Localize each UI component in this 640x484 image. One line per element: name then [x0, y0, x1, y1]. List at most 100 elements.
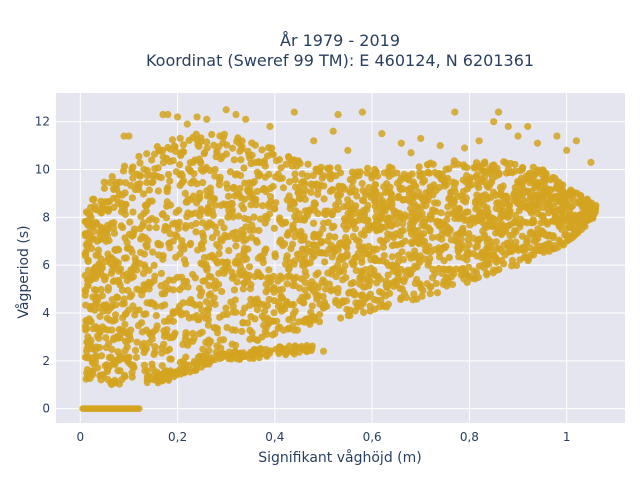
scatter-point: [337, 266, 345, 274]
scatter-point: [304, 160, 312, 168]
scatter-point: [240, 244, 249, 252]
scatter-point: [352, 266, 360, 275]
scatter-point: [357, 230, 366, 238]
scatter-point: [259, 202, 267, 210]
scatter-point: [392, 230, 400, 238]
scatter-point: [120, 162, 129, 170]
scatter-point: [192, 219, 200, 228]
scatter-point-outlier: [407, 149, 415, 157]
scatter-point: [363, 205, 371, 214]
scatter-point: [82, 301, 90, 309]
scatter-point: [173, 308, 181, 316]
scatter-point: [381, 207, 389, 215]
scatter-point: [262, 188, 270, 196]
scatter-point: [496, 214, 504, 222]
scatter-point: [492, 238, 500, 246]
scatter-point: [195, 284, 204, 293]
scatter-point: [388, 253, 396, 261]
scatter-point: [271, 205, 279, 213]
scatter-point: [111, 262, 119, 270]
scatter-point: [429, 206, 437, 214]
scatter-point: [189, 329, 197, 338]
scatter-point: [208, 130, 216, 139]
scatter-point: [116, 326, 125, 334]
scatter-point-outlier: [553, 132, 561, 140]
scatter-point: [357, 291, 365, 300]
scatter-point: [275, 155, 284, 164]
scatter-point: [478, 248, 486, 256]
scatter-point: [541, 169, 550, 177]
scatter-point: [397, 294, 405, 302]
scatter-point-outlier: [125, 132, 133, 140]
scatter-point-outlier: [164, 110, 172, 119]
scatter-point: [290, 350, 298, 358]
scatter-point: [241, 214, 249, 222]
scatter-points: [79, 106, 600, 413]
scatter-point: [523, 204, 531, 212]
scatter-point: [413, 238, 421, 246]
scatter-point: [500, 158, 508, 166]
y-axis-title: Vågperiod (s): [15, 225, 32, 318]
scatter-point-outlier: [451, 108, 459, 116]
scatter-point: [229, 272, 238, 281]
scatter-point: [277, 164, 285, 172]
scatter-point: [176, 161, 184, 169]
scatter-point: [416, 280, 424, 288]
scatter-point: [439, 280, 447, 288]
scatter-point: [462, 269, 470, 278]
scatter-point: [428, 233, 437, 242]
scatter-point: [313, 241, 321, 249]
scatter-point: [296, 195, 304, 203]
scatter-point: [441, 182, 449, 190]
scatter-point: [367, 193, 375, 201]
scatter-point: [432, 186, 440, 195]
scatter-point-outlier: [329, 127, 337, 135]
scatter-point-outlier: [558, 240, 566, 248]
scatter-point: [265, 200, 273, 208]
scatter-point: [151, 343, 159, 351]
scatter-point: [228, 144, 237, 152]
scatter-point: [137, 235, 145, 243]
scatter-point: [316, 167, 324, 175]
scatter-point: [166, 230, 174, 238]
scatter-point: [199, 345, 207, 353]
scatter-point-outlier: [567, 232, 576, 241]
scatter-point: [225, 348, 233, 356]
scatter-point: [248, 221, 256, 229]
scatter-point: [284, 228, 293, 236]
scatter-point: [120, 371, 129, 379]
scatter-point: [418, 194, 426, 202]
scatter-point: [447, 188, 455, 196]
x-axis-title: Signifikant våghöjd (m): [258, 449, 421, 466]
scatter-point: [468, 274, 477, 282]
scatter-point: [151, 165, 159, 173]
scatter-point: [105, 353, 113, 362]
scatter-point: [230, 156, 238, 164]
scatter-point: [136, 260, 144, 268]
scatter-point: [393, 169, 401, 177]
scatter-point: [242, 255, 251, 263]
scatter-point: [409, 296, 417, 304]
scatter-point: [219, 336, 228, 344]
scatter-point: [81, 252, 90, 260]
scatter-point: [376, 226, 384, 234]
scatter-point: [180, 256, 189, 264]
scatter-point-outlier: [183, 120, 191, 128]
scatter-point: [103, 205, 111, 213]
scatter-point: [425, 189, 433, 197]
scatter-point: [351, 225, 359, 233]
scatter-point: [318, 174, 326, 182]
scatter-point: [169, 332, 178, 341]
scatter-point: [199, 167, 207, 175]
scatter-point: [262, 288, 270, 296]
scatter-point: [198, 207, 206, 216]
scatter-point: [371, 202, 379, 210]
scatter-point: [158, 210, 166, 219]
scatter-point: [476, 207, 484, 216]
scatter-point: [112, 301, 120, 309]
scatter-point: [265, 295, 273, 304]
scatter-point: [334, 289, 342, 297]
scatter-point: [205, 272, 213, 280]
scatter-point: [238, 309, 247, 317]
scatter-point: [148, 156, 156, 164]
